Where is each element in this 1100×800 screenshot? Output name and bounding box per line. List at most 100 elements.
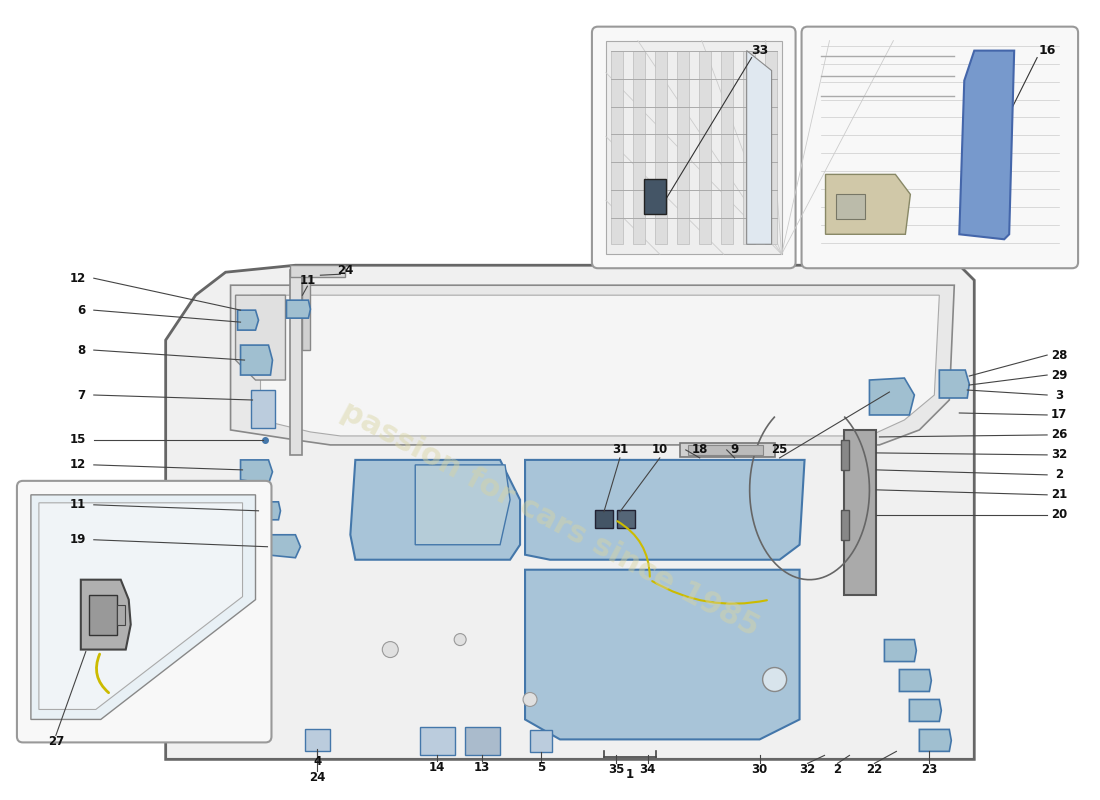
Text: 17: 17: [1050, 409, 1067, 422]
Bar: [290, 266, 345, 278]
Text: 32: 32: [1050, 449, 1067, 462]
Circle shape: [454, 634, 466, 646]
Bar: [465, 727, 501, 755]
Polygon shape: [900, 670, 932, 691]
Bar: [764, 50, 777, 244]
Polygon shape: [920, 730, 951, 751]
Text: 32: 32: [800, 763, 816, 776]
Text: 20: 20: [1050, 508, 1067, 522]
Polygon shape: [825, 174, 911, 234]
FancyBboxPatch shape: [802, 26, 1078, 268]
Circle shape: [383, 642, 398, 658]
Circle shape: [762, 667, 786, 691]
Polygon shape: [265, 534, 300, 558]
Polygon shape: [415, 465, 510, 545]
Text: passion for cars since 1985: passion for cars since 1985: [336, 397, 764, 642]
Bar: [595, 510, 613, 528]
Text: 9: 9: [730, 443, 739, 457]
Polygon shape: [525, 570, 800, 739]
Text: 25: 25: [771, 443, 788, 457]
Text: 5: 5: [537, 761, 546, 774]
Polygon shape: [939, 370, 969, 398]
Text: 1: 1: [626, 768, 634, 781]
Bar: [688, 445, 762, 455]
Bar: [117, 605, 124, 625]
Text: 26: 26: [1050, 429, 1067, 442]
Text: 24: 24: [309, 771, 326, 784]
Text: 7: 7: [78, 389, 86, 402]
Polygon shape: [350, 460, 520, 560]
Bar: [610, 50, 623, 244]
Text: 29: 29: [1050, 369, 1067, 382]
Polygon shape: [231, 285, 955, 445]
Polygon shape: [959, 50, 1014, 239]
Polygon shape: [286, 300, 310, 318]
Bar: [644, 179, 666, 214]
Polygon shape: [39, 503, 242, 710]
Bar: [89, 594, 117, 634]
Bar: [842, 510, 849, 540]
Circle shape: [522, 693, 537, 706]
Bar: [302, 270, 310, 350]
Bar: [290, 270, 303, 455]
Bar: [530, 730, 552, 752]
Polygon shape: [80, 580, 131, 650]
Text: 14: 14: [429, 761, 446, 774]
Polygon shape: [241, 345, 273, 375]
Bar: [420, 727, 455, 755]
Text: 3: 3: [1055, 389, 1064, 402]
Text: 22: 22: [867, 763, 882, 776]
Polygon shape: [235, 295, 286, 380]
FancyBboxPatch shape: [16, 481, 272, 742]
Bar: [842, 440, 849, 470]
Bar: [654, 50, 667, 244]
Bar: [632, 50, 645, 244]
Polygon shape: [166, 266, 975, 759]
Polygon shape: [525, 460, 804, 560]
Polygon shape: [238, 310, 258, 330]
Text: 28: 28: [1050, 349, 1067, 362]
FancyBboxPatch shape: [592, 26, 795, 268]
Text: 2: 2: [1055, 468, 1064, 482]
Text: 11: 11: [69, 498, 86, 511]
Text: 34: 34: [639, 763, 656, 776]
Text: 12: 12: [69, 272, 86, 285]
Bar: [698, 50, 711, 244]
Text: 21: 21: [1050, 488, 1067, 502]
Polygon shape: [258, 502, 280, 520]
Polygon shape: [747, 50, 771, 244]
Text: 12: 12: [69, 458, 86, 471]
Bar: [680, 443, 774, 457]
Text: 30: 30: [751, 763, 768, 776]
Bar: [720, 50, 733, 244]
Bar: [836, 194, 866, 219]
Bar: [617, 510, 635, 528]
Text: 16: 16: [1038, 44, 1056, 57]
Text: 2: 2: [834, 763, 842, 776]
Polygon shape: [261, 295, 939, 436]
Polygon shape: [241, 460, 273, 484]
Text: 19: 19: [69, 534, 86, 546]
Text: 4: 4: [314, 755, 321, 768]
Polygon shape: [869, 378, 914, 415]
Text: 27: 27: [47, 735, 64, 748]
Polygon shape: [31, 495, 255, 719]
Text: 6: 6: [78, 304, 86, 317]
Text: 18: 18: [692, 443, 708, 457]
Polygon shape: [910, 699, 942, 722]
Text: 23: 23: [921, 763, 937, 776]
Text: 10: 10: [651, 443, 668, 457]
Text: 15: 15: [69, 434, 86, 446]
Text: 24: 24: [338, 264, 353, 277]
Bar: [845, 430, 877, 594]
Text: 35: 35: [607, 763, 624, 776]
Text: 11: 11: [299, 274, 316, 286]
Bar: [606, 41, 782, 254]
Polygon shape: [884, 639, 916, 662]
Text: 13: 13: [474, 761, 491, 774]
Bar: [306, 730, 330, 751]
Text: 31: 31: [612, 443, 628, 457]
Text: 8: 8: [78, 343, 86, 357]
Bar: [676, 50, 689, 244]
Text: 33: 33: [751, 44, 768, 57]
